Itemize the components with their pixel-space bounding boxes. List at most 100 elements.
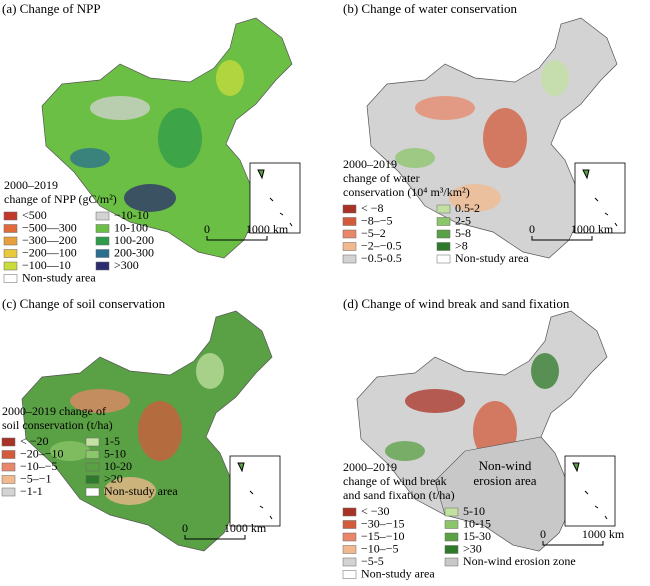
map-patch	[531, 353, 559, 389]
legend-label: −5–−1	[20, 471, 52, 485]
legend-swatch	[95, 249, 110, 258]
legend-swatch	[444, 557, 459, 567]
legend-label: −10–−5	[361, 541, 399, 555]
legend-label: 15-30	[463, 529, 491, 543]
map-patch	[70, 389, 130, 413]
legend-label: 10-15	[463, 516, 491, 530]
legend-label: −15–−10	[361, 529, 405, 543]
map-patch	[90, 96, 150, 120]
legend-title: and sand fixation (t/ha)	[343, 488, 455, 502]
legend-swatch	[95, 211, 110, 221]
legend-label: −200—100	[22, 245, 77, 259]
inset-islands	[582, 169, 618, 227]
legend-label: 5-8	[455, 226, 471, 240]
panel-title: (d) Change of wind break and sand fixati…	[343, 296, 570, 311]
map-patch	[483, 108, 527, 168]
legend-swatch	[436, 229, 451, 239]
map-patch	[415, 96, 475, 120]
legend-label: 0.5-2	[455, 201, 480, 215]
scale-zero: 0	[182, 521, 188, 535]
legend-swatch	[436, 204, 451, 214]
legend-swatch	[1, 450, 16, 459]
legend-swatch	[85, 437, 100, 447]
scale-zero: 0	[540, 527, 546, 541]
legend-label: <500	[22, 208, 47, 222]
map	[21, 310, 281, 552]
legend-label: 2-5	[455, 213, 471, 227]
legend-swatch	[342, 242, 357, 251]
legend-label: −30–−15	[361, 516, 405, 530]
legend-swatch	[342, 545, 357, 554]
legend-swatch	[342, 507, 357, 517]
legend-title: change of wind break	[343, 474, 447, 488]
legend-swatch	[3, 274, 18, 283]
legend-swatch	[444, 507, 459, 517]
map-patch	[216, 60, 244, 96]
legend-label: Non-study area	[455, 251, 529, 265]
panel-title: (c) Change of soil conservation	[2, 296, 166, 311]
legend-label: −500—300	[22, 220, 77, 234]
legend-swatch	[342, 204, 357, 214]
legend-swatch	[1, 437, 16, 447]
panel-title: (a) Change of NPP	[2, 1, 101, 16]
non-wind-zone	[434, 436, 574, 552]
legend-label: 10-20	[104, 459, 132, 473]
map-patch	[196, 353, 224, 389]
legend-swatch	[342, 254, 357, 264]
legend-title: 2000–2019	[4, 178, 58, 192]
legend-swatch	[3, 249, 18, 258]
legend-label: −300—200	[22, 233, 77, 247]
legend-swatch	[444, 532, 459, 542]
scale-zero: 0	[529, 222, 535, 236]
map-patch	[449, 184, 501, 212]
map	[366, 17, 626, 259]
legend-title: conservation (10⁴ m³/km²)	[343, 185, 470, 199]
scale-label: 1000 km	[224, 521, 267, 535]
legend-title: change of NPP (gC/m²)	[4, 192, 117, 206]
legend-label: 5-10	[463, 504, 485, 518]
legend-swatch	[95, 236, 110, 246]
legend-label: −100—10	[22, 258, 71, 272]
panel: (c) Change of soil conservation 2000–2019…	[1, 296, 281, 552]
legend-label: 200-300	[114, 245, 154, 259]
legend-label: Non-study area	[361, 566, 435, 580]
legend-label: Non-wind erosion zone	[463, 554, 576, 568]
legend-label: −20–−10	[20, 446, 64, 460]
legend-label: >8	[455, 238, 468, 252]
legend-swatch	[85, 475, 100, 484]
legend-label: 1-5	[104, 434, 120, 448]
legend-swatch	[95, 224, 110, 233]
legend-swatch	[342, 570, 357, 579]
legend-swatch	[3, 224, 18, 233]
legend-title: 2000–2019 change of	[2, 404, 106, 418]
legend-swatch	[444, 520, 459, 529]
inset	[574, 162, 626, 234]
legend-label: Non-study area	[104, 484, 178, 498]
legend-label: −5-5	[361, 554, 384, 568]
legend-label: 10-100	[114, 220, 148, 234]
map-label: erosion area	[473, 473, 536, 488]
scale-label: 1000 km	[582, 527, 625, 541]
legend-swatch	[3, 211, 18, 221]
map-patch	[541, 60, 569, 96]
map-patch	[385, 441, 425, 461]
legend-swatch	[1, 475, 16, 484]
map-label: Non-wind	[479, 458, 532, 473]
legend-swatch	[85, 450, 100, 459]
legend-label: >300	[114, 258, 139, 272]
panel: (b) Change of water conservation 2000–201…	[342, 1, 626, 265]
map-patch	[405, 389, 465, 413]
legend-title: 2000–2019	[343, 157, 397, 171]
panel-title: (b) Change of water conservation	[343, 1, 517, 16]
legend-label: < −30	[361, 504, 390, 518]
legend-swatch	[95, 261, 110, 271]
legend-swatch	[342, 229, 357, 239]
scale-label: 1000 km	[246, 222, 289, 236]
inset	[249, 162, 301, 234]
inset-islands	[572, 462, 608, 520]
legend-label: >30	[463, 541, 482, 555]
legend-label: 5-10	[104, 446, 126, 460]
